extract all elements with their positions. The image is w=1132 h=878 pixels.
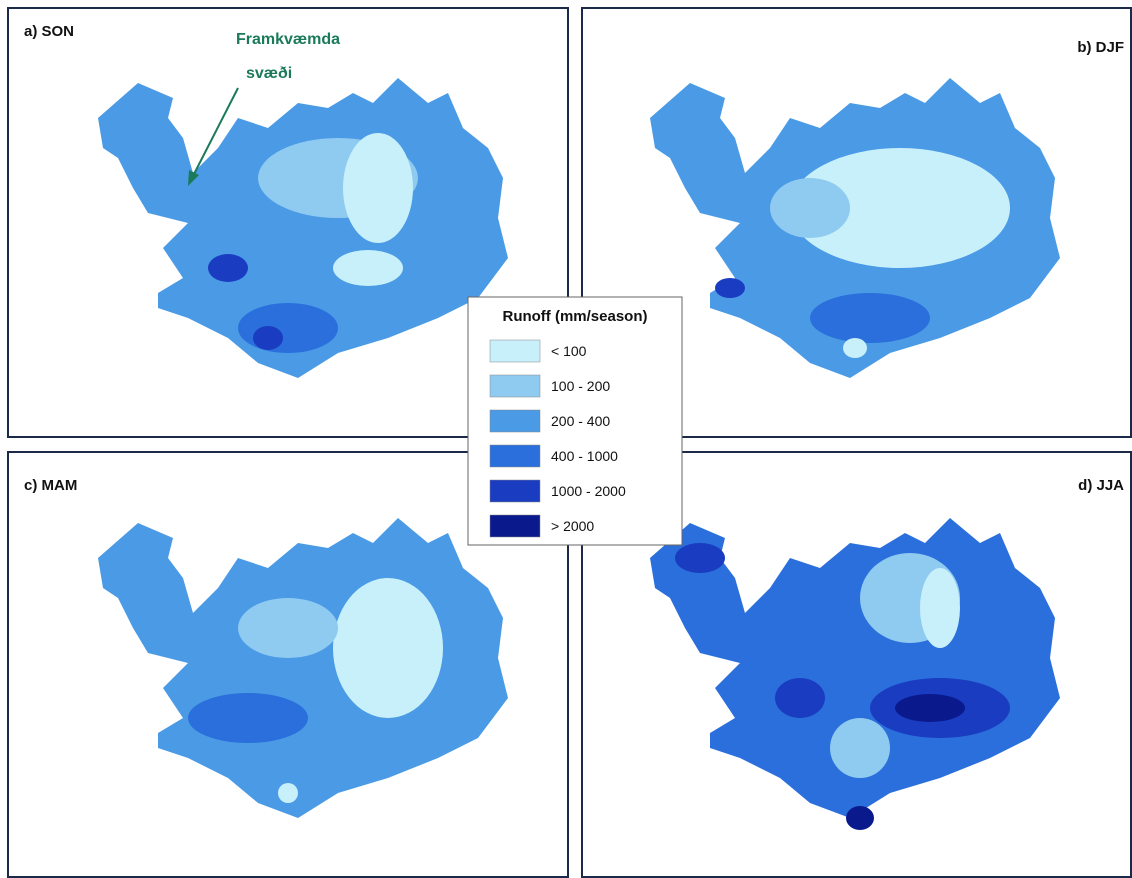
annotation-text: svæði [246,65,292,82]
legend-swatch [490,445,540,467]
panel-label: c) MAM [24,477,77,494]
legend-swatch [490,515,540,537]
legend-label: < 100 [551,343,587,359]
legend-label: 200 - 400 [551,413,610,429]
legend-title: Runoff (mm/season) [502,308,647,325]
legend-label: 1000 - 2000 [551,483,626,499]
map-jja [650,518,1060,830]
figure: a) SON b) DJF c) MAM d) JJA Framkvæmda s… [0,0,1132,878]
panel-label: d) JJA [1078,477,1124,494]
legend-label: 400 - 1000 [551,448,618,464]
legend: Runoff (mm/season) < 100 100 - 200 200 - 4… [468,297,682,545]
map-djf [650,78,1060,378]
panel-label: a) SON [24,23,74,40]
legend-swatch [490,375,540,397]
map-son [98,78,508,378]
annotation-text: Framkvæmda [236,31,340,48]
panel-label: b) DJF [1077,39,1124,56]
legend-swatch [490,340,540,362]
legend-swatch [490,410,540,432]
legend-swatch [490,480,540,502]
legend-label: 100 - 200 [551,378,610,394]
legend-label: > 2000 [551,518,594,534]
map-mam [98,518,508,818]
